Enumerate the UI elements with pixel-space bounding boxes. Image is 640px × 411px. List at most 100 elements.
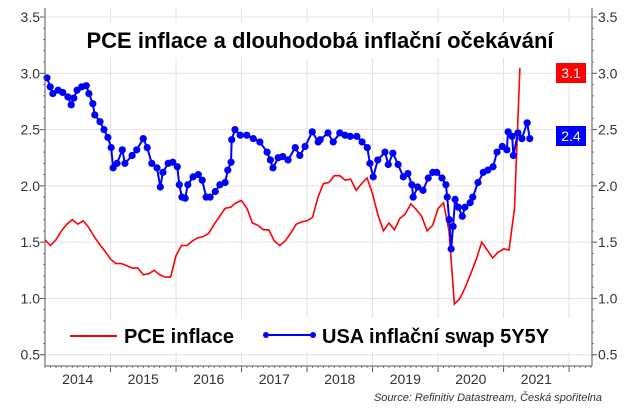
swap-data-point <box>67 101 75 109</box>
series-line-pce <box>44 67 521 306</box>
swap-data-point <box>451 195 459 203</box>
swap-data-point <box>85 89 93 98</box>
x-tick-label: 2021 <box>521 371 552 387</box>
swap-data-point <box>198 176 206 184</box>
swap-data-point <box>269 164 277 172</box>
swap-data-point <box>118 146 126 154</box>
swap-data-point <box>175 181 183 189</box>
swap-data-point <box>133 146 141 154</box>
swap-data-point <box>291 143 299 152</box>
swap-data-point <box>363 143 371 152</box>
swap-data-point <box>366 159 374 167</box>
swap-data-point <box>121 159 129 167</box>
legend: PCE inflace USA inflační swap 5Y5Y <box>60 318 570 352</box>
y-tick-label-left: 2.5 <box>21 122 41 138</box>
swap-data-point <box>249 134 257 143</box>
swap-data-point <box>159 168 167 176</box>
swap-data-point <box>181 194 189 202</box>
x-tick-label: 2017 <box>259 371 290 387</box>
swap-data-point <box>445 216 453 224</box>
swap-data-point <box>49 89 57 98</box>
swap-data-point <box>104 133 112 142</box>
swap-data-point <box>523 119 531 127</box>
swap-data-point <box>228 136 236 144</box>
y-tick-label-right: 3.0 <box>598 65 618 81</box>
swap-data-point <box>384 160 392 169</box>
swap-data-point <box>503 146 511 154</box>
swap-data-point <box>243 131 251 139</box>
swap-data-point <box>256 138 264 146</box>
swap-data-point <box>394 160 402 169</box>
swap-data-point <box>447 245 455 253</box>
swap-data-point <box>443 193 451 201</box>
swap-data-point <box>509 151 517 160</box>
x-tick-label: 2019 <box>390 371 421 387</box>
swap-data-point <box>113 159 121 167</box>
y-tick-label-right: 3.5 <box>598 9 618 25</box>
swap-data-point <box>458 212 466 220</box>
swap-data-point <box>433 168 441 176</box>
gridlines <box>45 8 592 366</box>
y-tick-label-left: 3.5 <box>21 9 41 25</box>
swap-data-point <box>143 143 151 152</box>
y-tick-label-right: 0.5 <box>598 347 618 363</box>
swap-data-point <box>139 134 147 143</box>
swap-data-point <box>156 183 164 191</box>
swap-data-point <box>169 158 177 166</box>
swap-data-point <box>64 93 72 101</box>
swap-data-point <box>316 136 324 144</box>
last-value-pce-badge <box>556 63 586 83</box>
y-tick-label-right: 1.0 <box>598 290 618 306</box>
swap-data-point <box>266 156 274 164</box>
y-tick-label-left: 2.0 <box>21 178 41 194</box>
title-background <box>55 22 585 58</box>
legend-swap-marker <box>310 332 316 338</box>
swap-data-point <box>408 181 416 189</box>
swap-data-point <box>508 132 516 140</box>
swap-data-point <box>369 173 377 181</box>
swap-data-point <box>153 164 161 172</box>
x-tick-label: 2016 <box>193 371 224 387</box>
swap-data-point <box>489 163 497 171</box>
swap-data-point <box>438 174 446 182</box>
swap-data-point <box>353 132 361 140</box>
swap-data-point <box>128 151 136 160</box>
swap-data-point <box>514 129 522 137</box>
y-tick-label-left: 0.5 <box>21 347 41 363</box>
swap-data-point <box>231 125 239 134</box>
swap-data-point <box>329 138 337 146</box>
swap-data-point <box>284 156 292 164</box>
last-value-swap-badge <box>556 126 586 146</box>
source-note: Source: Refinitiv Datastream, Česká spoř… <box>374 391 602 404</box>
swap-data-point <box>221 178 229 187</box>
swap-data-point <box>296 151 304 160</box>
swap-data-point <box>89 100 97 108</box>
swap-data-point <box>324 129 332 137</box>
swap-data-point <box>308 128 316 136</box>
y-tick-label-left: 3.0 <box>21 65 41 81</box>
swap-data-point <box>227 158 235 166</box>
chart-title: PCE inflace a dlouhodobá inflační očekáv… <box>87 28 555 53</box>
swap-data-point <box>279 153 287 161</box>
swap-data-point <box>346 132 354 140</box>
y-tick-label-right: 2.5 <box>598 122 618 138</box>
last-value-swap-text: 2.4 <box>561 128 581 144</box>
swap-data-point <box>389 149 397 157</box>
swap-data-point <box>526 134 534 143</box>
x-tick-label: 2018 <box>324 371 355 387</box>
swap-data-point <box>358 138 366 146</box>
swap-data-point <box>518 134 526 143</box>
legend-pce-label: PCE inflace <box>124 326 234 348</box>
swap-data-point <box>404 169 412 178</box>
swap-data-point <box>82 82 90 90</box>
legend-swap-label: USA inflační swap 5Y5Y <box>322 326 550 348</box>
swap-data-point <box>211 187 219 196</box>
swap-data-point <box>424 174 432 182</box>
x-tick-label: 2014 <box>62 371 93 387</box>
y-tick-label-right: 1.5 <box>598 234 618 250</box>
y-tick-label-right: 2.0 <box>598 178 618 194</box>
swap-data-point <box>96 118 104 126</box>
swap-data-point <box>474 178 482 187</box>
swap-data-point <box>91 111 99 119</box>
